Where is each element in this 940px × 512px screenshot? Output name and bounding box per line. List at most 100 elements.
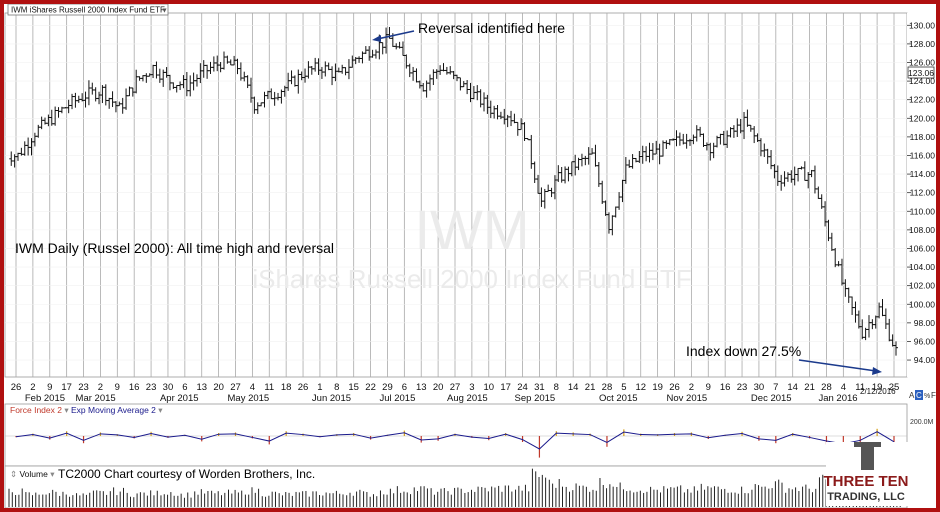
x-day-tick: 11 <box>855 382 865 393</box>
y-tick-label: 122.00 <box>909 95 935 105</box>
x-day-tick: 29 <box>382 382 393 393</box>
x-day-tick: 23 <box>78 382 89 393</box>
x-month-label: Dec 2015 <box>751 393 792 404</box>
volume-label-text: Volume <box>19 469 48 479</box>
x-day-tick: 20 <box>433 382 444 393</box>
y-tick-label: 108.00 <box>909 225 935 235</box>
control-c-bg <box>915 390 923 400</box>
chart-svg: IWM iShares Russell 2000 Index Fund ETF … <box>4 4 936 508</box>
reversal-arrow-head <box>372 35 381 42</box>
symbol-selector[interactable] <box>7 4 169 16</box>
x-day-tick: 13 <box>416 382 427 393</box>
y-tick-label: 124.00 <box>909 76 935 86</box>
x-day-tick: 23 <box>737 382 748 393</box>
x-day-tick: 9 <box>47 382 52 393</box>
annotation-reversal: Reversal identified here <box>418 20 565 36</box>
control-c[interactable]: C <box>916 391 922 400</box>
indicator-overlay-name: Exp Moving Average 2 <box>71 405 156 415</box>
y-tick-label: 102.00 <box>909 281 935 291</box>
x-day-tick: 26 <box>298 382 309 393</box>
x-day-tick: 2 <box>98 382 103 393</box>
x-day-tick: 25 <box>889 382 900 393</box>
x-day-tick: 5 <box>621 382 626 393</box>
x-day-tick: 15 <box>348 382 359 393</box>
x-day-tick: 9 <box>115 382 120 393</box>
x-month-label: Jul 2015 <box>379 393 415 404</box>
indicator-label[interactable]: Force Index 2 ▾ Exp Moving Average 2 ▾ <box>10 405 163 415</box>
y-tick-label: 106.00 <box>909 243 935 253</box>
y-tick-label: 130.00 <box>909 20 935 30</box>
x-month-label: Oct 2015 <box>599 393 638 404</box>
x-month-label: May 2015 <box>228 393 270 404</box>
y-tick-label: 110.00 <box>910 206 936 216</box>
x-day-tick: 24 <box>517 382 528 393</box>
ema-line <box>15 431 895 450</box>
volume-label[interactable]: ⇕ Volume ▾ <box>10 469 55 479</box>
y-tick-label: 100.00 <box>909 299 935 309</box>
last-price-box <box>907 66 935 79</box>
x-month-label: Sep 2015 <box>515 393 556 404</box>
y-tick-label: 112.00 <box>910 188 936 198</box>
x-day-tick: 27 <box>230 382 241 393</box>
decline-arrow-head <box>872 367 882 375</box>
logo-line-2: TRADING, LLC <box>827 491 905 503</box>
chevron-down-icon: ▼ <box>161 8 168 15</box>
x-day-tick: 3 <box>469 382 474 393</box>
x-day-tick: 2 <box>689 382 694 393</box>
x-day-tick: 28 <box>821 382 832 393</box>
right-controls[interactable]: A C % F <box>909 390 936 400</box>
vertical-gridlines <box>15 13 895 377</box>
x-day-tick: 13 <box>196 382 207 393</box>
watermark-symbol: IWM <box>414 198 529 261</box>
symbol-selector-label: IWM iShares Russell 2000 Index Fund ETF <box>11 6 165 15</box>
x-day-tick: 6 <box>182 382 187 393</box>
logo-line-1: THREE TEN <box>823 473 908 490</box>
credit-text: TC2000 Chart courtesy of Worden Brothers… <box>58 467 315 481</box>
x-day-tick: 11 <box>264 382 274 393</box>
x-day-tick: 21 <box>585 382 596 393</box>
x-day-tick: 16 <box>129 382 140 393</box>
indicator-scale: 200.0M <box>910 419 934 426</box>
x-day-tick: 16 <box>720 382 731 393</box>
price-bars <box>9 27 898 356</box>
x-day-tick: 9 <box>706 382 711 393</box>
x-month-label: Aug 2015 <box>447 393 488 404</box>
y-tick-label: 128.00 <box>909 39 935 49</box>
control-percent[interactable]: % <box>924 393 930 400</box>
decline-arrow <box>798 359 877 372</box>
y-tick-label: 126.00 <box>909 57 935 67</box>
x-day-tick: 10 <box>483 382 494 393</box>
x-day-tick: 27 <box>450 382 461 393</box>
x-day-tick: 12 <box>635 382 646 393</box>
x-day-tick: 14 <box>787 382 798 393</box>
control-a[interactable]: A <box>909 391 915 400</box>
x-day-tick: 22 <box>365 382 376 393</box>
indicator-name: Force Index 2 <box>10 405 62 415</box>
x-day-tick: 8 <box>554 382 559 393</box>
three-ten-logo: THREE TEN TRADING, LLC <box>823 442 909 506</box>
y-tick-label: 114.00 <box>910 169 936 179</box>
x-day-tick: 6 <box>402 382 407 393</box>
control-f[interactable]: F <box>931 391 936 400</box>
x-month-label: Apr 2015 <box>160 393 199 404</box>
x-day-tick: 18 <box>281 382 292 393</box>
last-date-label: 2/12/2016 <box>860 387 896 396</box>
y-tick-label: 116.00 <box>910 150 936 160</box>
last-price-label: 123.06 <box>908 68 934 78</box>
annotation-main: IWM Daily (Russel 2000): All time high a… <box>15 240 334 256</box>
x-day-tick: 7 <box>773 382 778 393</box>
x-axis-month-labels: Feb 2015 Mar 2015 Apr 2015 May 2015 Jun 2015… <box>25 393 858 404</box>
x-day-tick: 20 <box>213 382 224 393</box>
x-day-tick: 14 <box>568 382 579 393</box>
x-day-tick: 26 <box>669 382 680 393</box>
y-tick-label: 118.00 <box>910 132 936 142</box>
x-day-tick: 19 <box>652 382 663 393</box>
y-tick-label: 96.00 <box>914 336 936 346</box>
x-day-tick: 4 <box>841 382 846 393</box>
x-month-label: Jun 2015 <box>312 393 351 404</box>
y-tick-label: 120.00 <box>909 113 935 123</box>
y-tick-label: 98.00 <box>914 318 936 328</box>
y-tick-label: 94.00 <box>914 355 936 365</box>
x-day-tick: 1 <box>317 382 322 393</box>
